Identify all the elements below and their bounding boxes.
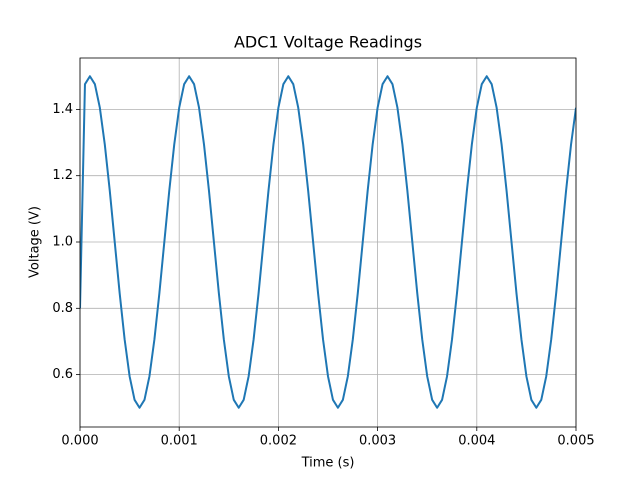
x-tick-label: 0.001 [161, 434, 198, 449]
y-tick-label: 0.6 [52, 367, 73, 382]
y-axis-label: Voltage (V) [28, 206, 43, 278]
x-axis-label: Time (s) [301, 456, 355, 471]
y-tick-label: 1.4 [52, 102, 73, 117]
axes-frame [79, 57, 577, 428]
x-tick-label: 0.002 [260, 434, 297, 449]
chart-title: ADC1 Voltage Readings [234, 33, 422, 52]
x-tick-label: 0.005 [557, 434, 594, 449]
x-tick-label: 0.004 [458, 434, 495, 449]
y-tick-label: 0.8 [52, 301, 73, 316]
y-tick-label: 1.2 [52, 168, 73, 183]
x-tick-label: 0.003 [359, 434, 396, 449]
plot-area [80, 75, 576, 409]
x-tick-label: 0.000 [61, 434, 98, 449]
data-line [80, 75, 576, 409]
y-tick-label: 1.0 [52, 235, 73, 250]
